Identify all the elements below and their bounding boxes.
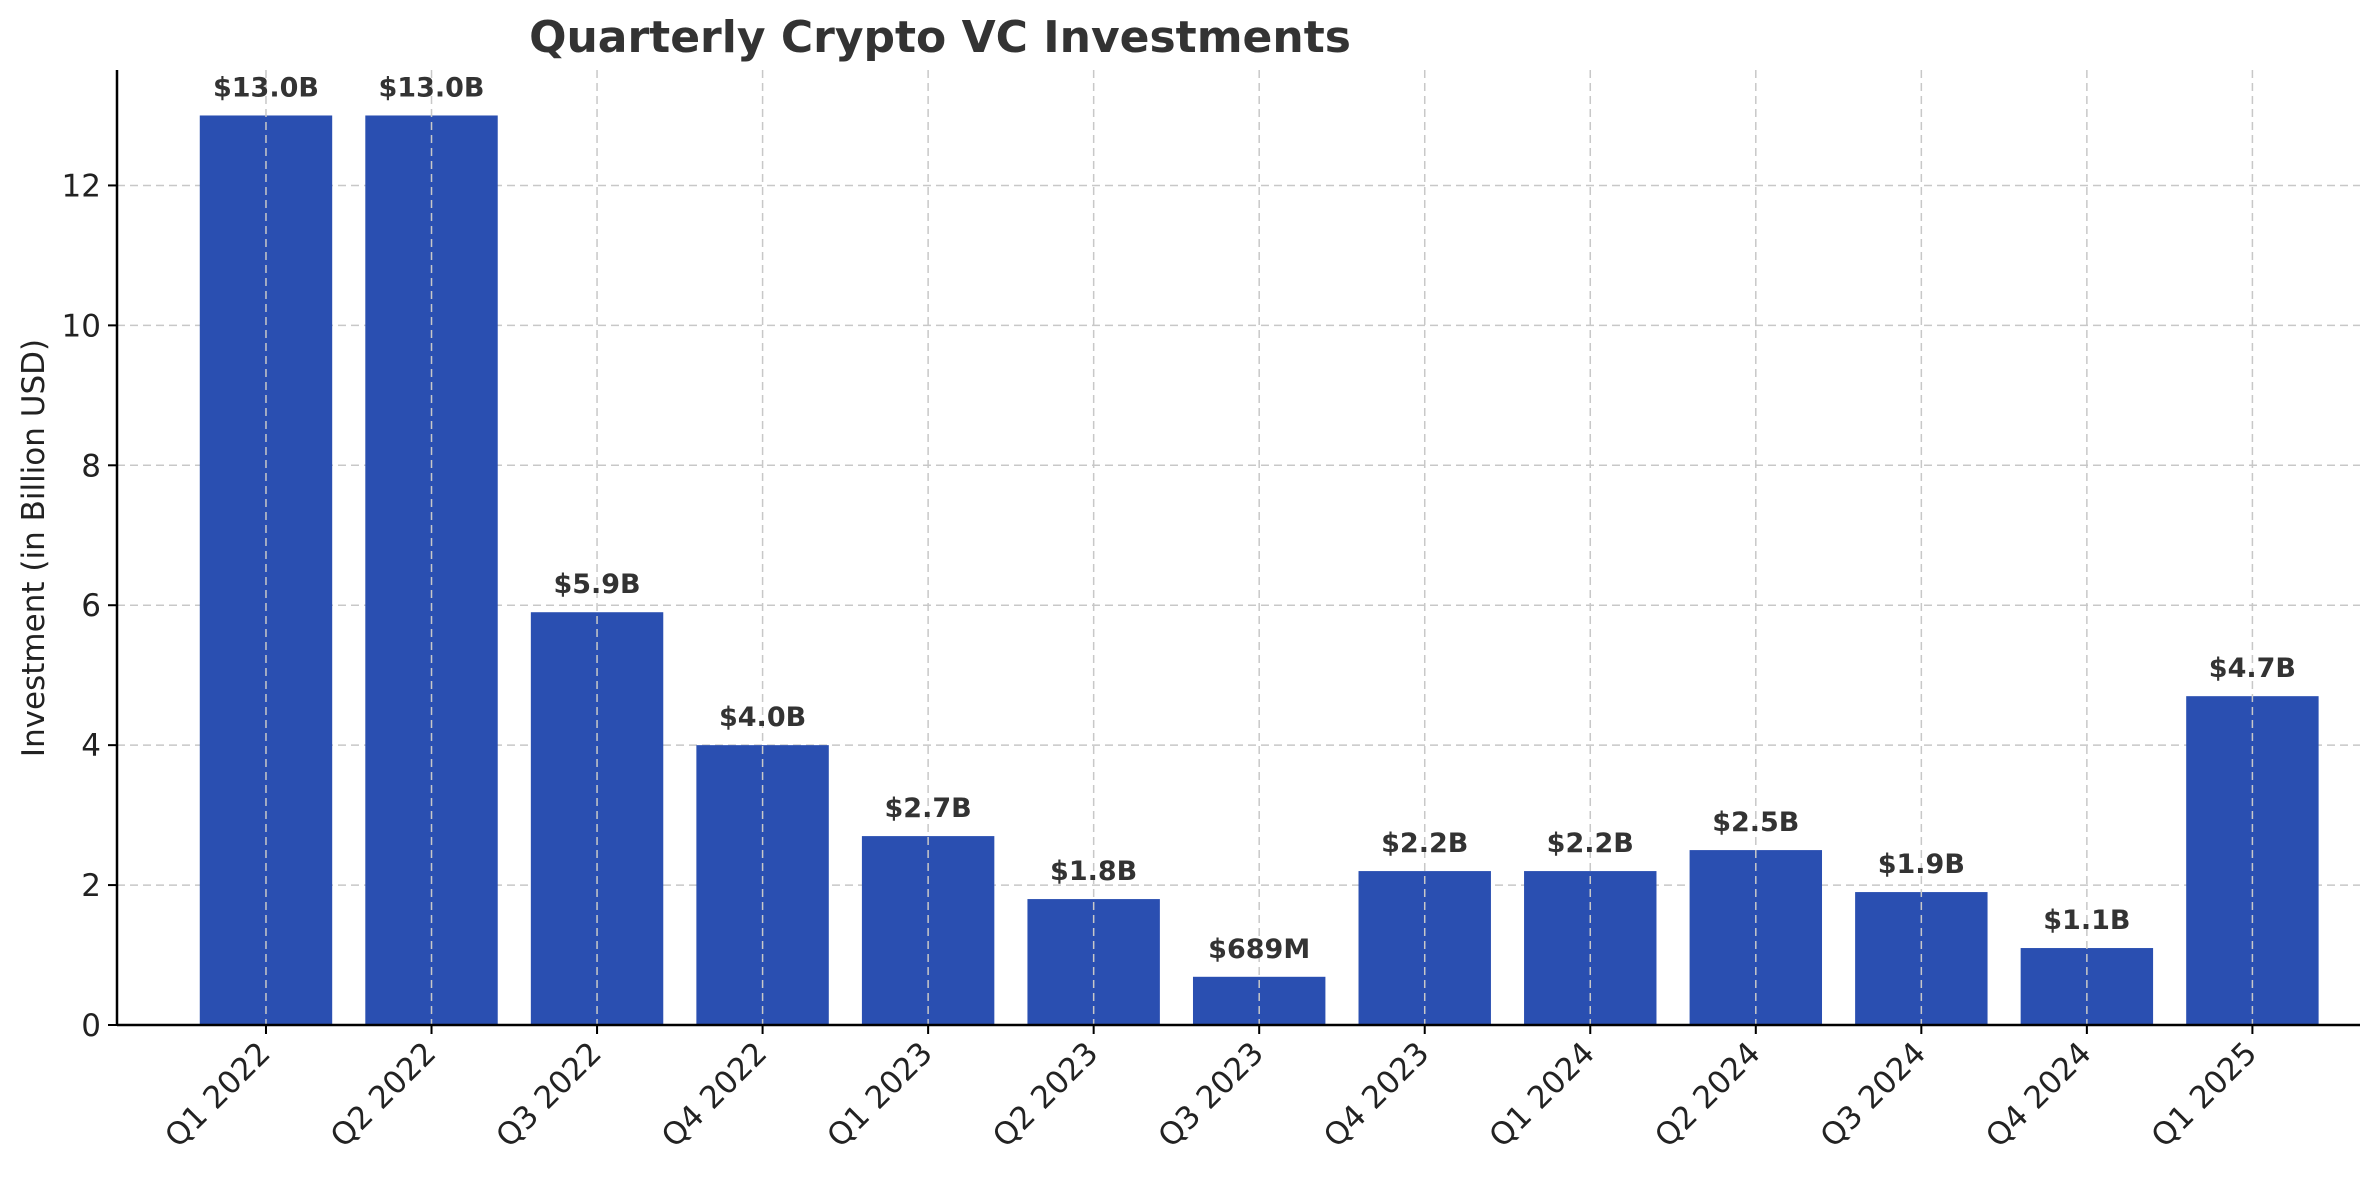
y-tick-label: 8: [81, 448, 101, 484]
x-tick-label: Q2 2023: [986, 1035, 1105, 1154]
data-label: $1.1B: [2043, 905, 2130, 936]
y-tick-label: 12: [62, 168, 101, 204]
x-tick-label: Q2 2024: [1648, 1035, 1767, 1154]
x-axis-ticks: Q1 2022 Q2 2022 Q3 2022 Q4 2022 Q1 2023 Q2 20…: [158, 1025, 2264, 1155]
y-tick-label: 0: [81, 1008, 101, 1044]
vertical-grid: [265, 70, 2254, 1025]
x-tick-label: Q2 2022: [324, 1035, 443, 1154]
x-tick-label: Q1 2023: [820, 1035, 939, 1154]
data-label: $1.8B: [1050, 856, 1137, 887]
x-tick-label: Q4 2023: [1317, 1035, 1436, 1154]
data-label: $2.5B: [1712, 807, 1799, 838]
x-tick-label: Q3 2022: [489, 1035, 608, 1154]
y-tick-label: 10: [62, 308, 101, 344]
y-tick-label: 2: [81, 868, 101, 904]
data-label: $13.0B: [379, 72, 485, 103]
data-label: $13.0B: [213, 72, 319, 103]
x-tick-label: Q1 2025: [2145, 1035, 2264, 1154]
x-tick-label: Q1 2022: [158, 1035, 277, 1154]
data-label: $5.9B: [553, 569, 640, 600]
x-tick-label: Q4 2022: [655, 1035, 774, 1154]
data-label: $2.2B: [1547, 828, 1634, 859]
data-label: $2.7B: [885, 793, 972, 824]
x-tick-label: Q4 2024: [1979, 1035, 2098, 1154]
x-tick-label: Q3 2024: [1814, 1035, 1933, 1154]
x-tick-label: Q1 2024: [1483, 1035, 1602, 1154]
data-label: $4.0B: [719, 702, 806, 733]
data-labels: $13.0B $13.0B $5.9B $4.0B $2.7B $1.8B $689M $2.…: [213, 72, 2296, 964]
x-tick-label: Q3 2023: [1151, 1035, 1270, 1154]
y-axis-ticks: 0 2 4 6 8 10 12: [62, 168, 117, 1044]
data-label: $689M: [1208, 934, 1310, 965]
data-label: $4.7B: [2209, 653, 2296, 684]
y-axis-label: Investment (in Billion USD): [16, 339, 52, 757]
y-tick-label: 4: [81, 728, 101, 764]
y-tick-label: 6: [81, 588, 101, 624]
chart-title: Quarterly Crypto VC Investments: [529, 12, 1351, 63]
bar: [2186, 696, 2319, 1025]
data-label: $1.9B: [1878, 849, 1965, 880]
axes: [115, 70, 2360, 1027]
data-label: $2.2B: [1381, 828, 1468, 859]
